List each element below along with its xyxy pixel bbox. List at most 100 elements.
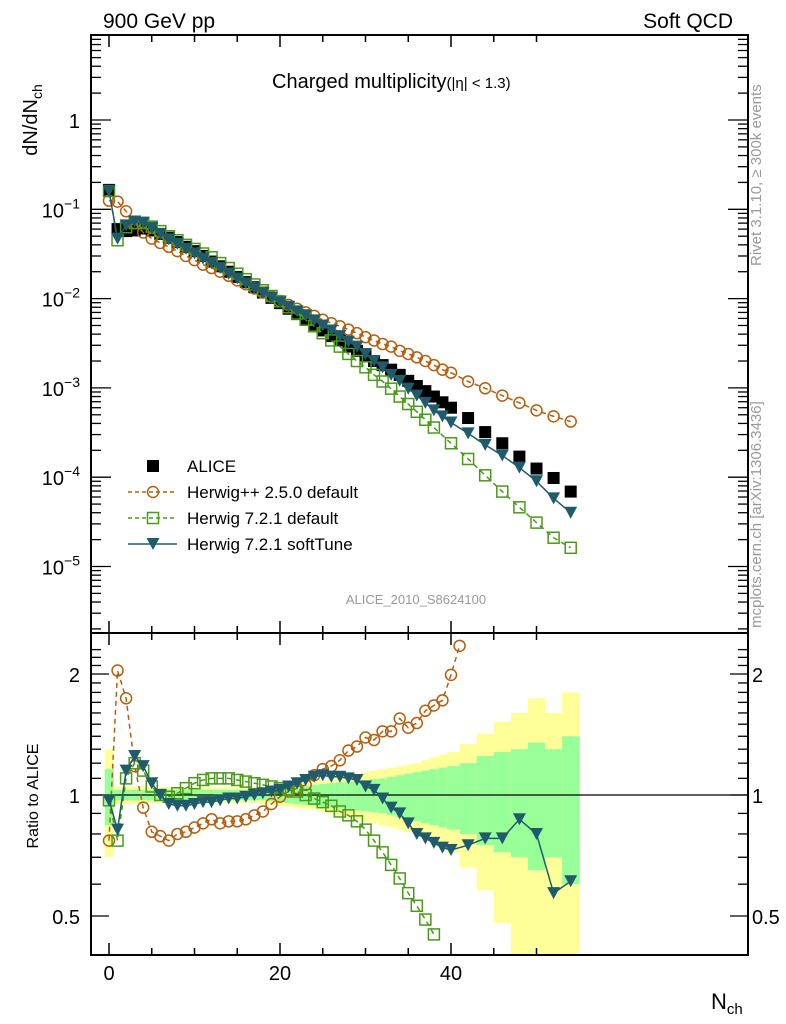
legend-label: Herwig++ 2.5.0 default bbox=[187, 483, 358, 502]
data-point bbox=[393, 374, 407, 387]
data-point bbox=[188, 797, 201, 810]
data-point bbox=[547, 492, 561, 505]
stat-uncertainty-band bbox=[403, 773, 414, 820]
analysis-watermark: ALICE_2010_S8624100 bbox=[346, 592, 486, 607]
data-point bbox=[153, 789, 167, 801]
data-point bbox=[239, 775, 253, 788]
data-point bbox=[384, 858, 398, 872]
y-tick-label: 10−3 bbox=[42, 374, 80, 401]
data-point bbox=[179, 242, 193, 255]
data-point bbox=[299, 773, 313, 786]
data-point bbox=[136, 216, 150, 229]
data-point bbox=[316, 795, 329, 809]
data-point bbox=[478, 382, 492, 395]
header-energy-label: 900 GeV pp bbox=[103, 10, 215, 33]
data-point bbox=[342, 347, 355, 361]
data-point bbox=[359, 347, 372, 360]
data-point bbox=[307, 792, 321, 805]
stat-uncertainty-band bbox=[493, 751, 512, 853]
data-point bbox=[290, 305, 304, 318]
x-tick-label: 0 bbox=[103, 963, 114, 985]
data-point bbox=[530, 462, 543, 475]
data-point bbox=[145, 221, 159, 234]
data-point bbox=[146, 485, 160, 499]
data-point bbox=[342, 323, 355, 336]
data-point bbox=[205, 796, 219, 809]
data-point bbox=[436, 363, 449, 376]
data-point bbox=[419, 413, 432, 426]
data-point bbox=[359, 330, 372, 344]
data-point bbox=[213, 794, 227, 807]
data-point bbox=[119, 219, 133, 232]
data-point bbox=[299, 788, 312, 802]
data-point bbox=[359, 731, 372, 744]
data-point bbox=[367, 733, 381, 747]
data-point bbox=[333, 805, 347, 818]
legend-label: ALICE bbox=[187, 457, 236, 476]
data-point bbox=[461, 452, 475, 466]
stat-uncertainty-band bbox=[510, 749, 529, 858]
x-tick-label: 40 bbox=[440, 963, 462, 985]
data-point bbox=[247, 789, 261, 801]
data-point bbox=[384, 801, 398, 814]
ratio-y-tick-label: 2 bbox=[69, 665, 80, 687]
data-point bbox=[282, 780, 296, 793]
data-point bbox=[384, 725, 398, 738]
data-point bbox=[264, 291, 278, 304]
data-point bbox=[530, 827, 543, 840]
data-point bbox=[136, 760, 150, 773]
data-point bbox=[147, 460, 159, 472]
data-point bbox=[402, 347, 415, 361]
data-point bbox=[324, 770, 338, 783]
data-point bbox=[170, 799, 184, 812]
data-point bbox=[146, 511, 160, 525]
main-ylabel: dN/dNch bbox=[20, 84, 45, 156]
series-herwig-2-5-0-default bbox=[102, 194, 577, 428]
data-point bbox=[222, 267, 236, 280]
data-point bbox=[359, 361, 372, 374]
data-point bbox=[205, 257, 219, 270]
data-point bbox=[547, 410, 560, 423]
data-point bbox=[290, 777, 304, 790]
data-point bbox=[410, 389, 424, 402]
data-point bbox=[119, 692, 133, 705]
rivet-version-label: Rivet 3.1.10, ≥ 300k events bbox=[748, 84, 765, 266]
data-point bbox=[495, 449, 509, 462]
data-point bbox=[564, 415, 577, 428]
data-point bbox=[324, 324, 338, 337]
data-point bbox=[239, 790, 253, 803]
data-point bbox=[444, 416, 458, 429]
data-point bbox=[247, 282, 261, 295]
data-point bbox=[393, 712, 406, 725]
stat-uncertainty-band bbox=[429, 769, 439, 826]
plot-title-main: Charged multiplicity bbox=[272, 71, 447, 93]
svg-text:Nch: Nch bbox=[711, 989, 743, 1018]
svg-text:Charged multiplicity(|η| < 1.3: Charged multiplicity(|η| < 1.3) bbox=[272, 71, 511, 93]
data-point bbox=[111, 232, 125, 245]
data-point bbox=[444, 436, 458, 450]
legend-item: Herwig 7.2.1 softTune bbox=[128, 535, 353, 554]
data-point bbox=[530, 475, 543, 488]
ratio-series-herwig-7-2-1-softtune bbox=[102, 750, 578, 900]
main-series bbox=[102, 183, 578, 555]
data-point bbox=[376, 846, 389, 859]
data-point bbox=[256, 287, 270, 300]
data-point bbox=[222, 815, 235, 828]
data-point bbox=[479, 426, 492, 439]
stat-uncertainty-band bbox=[369, 779, 379, 813]
svg-text:dN/dNch: dN/dNch bbox=[20, 84, 45, 156]
data-point bbox=[282, 300, 296, 313]
y-tick-label: 10−4 bbox=[42, 463, 80, 490]
data-point bbox=[196, 252, 210, 265]
data-point bbox=[239, 277, 253, 290]
data-point bbox=[146, 538, 160, 550]
data-point bbox=[376, 361, 390, 374]
y-tick-label: 10−1 bbox=[42, 195, 80, 222]
data-point bbox=[213, 772, 227, 785]
legend-label: Herwig 7.2.1 default bbox=[187, 509, 338, 528]
ratio-y-tick-label-right: 1 bbox=[752, 786, 763, 808]
data-point bbox=[410, 899, 424, 913]
data-point bbox=[564, 541, 577, 555]
data-point bbox=[376, 375, 389, 388]
data-point bbox=[350, 740, 364, 753]
